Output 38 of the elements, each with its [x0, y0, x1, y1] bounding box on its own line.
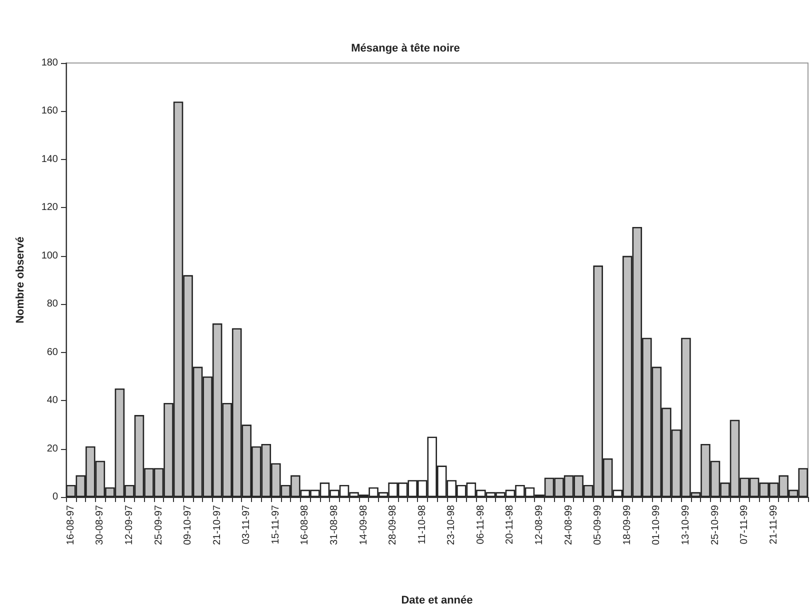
x-tick-label: 03-11-97 [241, 504, 252, 544]
x-tick-label: 06-11-98 [475, 504, 486, 544]
x-tick-label: 18-09-99 [622, 504, 633, 546]
x-tick-label: 23-10-98 [446, 504, 458, 546]
x-tick-label: 05-09-99 [592, 504, 604, 546]
x-axis-title: Date et année [401, 594, 473, 606]
x-tick-label: 31-08-98 [328, 504, 340, 546]
x-tick-label: 13-10-99 [680, 504, 692, 546]
y-tick-label: 0 [52, 492, 58, 502]
y-tick-label: 160 [41, 106, 58, 117]
x-tick-label: 16-08-98 [300, 504, 311, 546]
x-tick-label: 30-08-97 [94, 504, 106, 546]
x-tick-label: 28-09-98 [388, 504, 399, 546]
x-tick-label: 12-09-97 [124, 504, 135, 546]
x-tick-label: 09-10-97 [182, 504, 194, 546]
x-tick-label: 15-11-97 [270, 504, 282, 544]
y-tick-label: 80 [46, 298, 58, 310]
chart-title: Mésange à tête noire [351, 42, 460, 54]
x-tick-label: 21-10-97 [212, 504, 223, 546]
y-tick-label: 60 [46, 346, 58, 358]
y-tick-label: 40 [46, 395, 58, 406]
x-tick-label: 21-11-99 [768, 504, 780, 544]
y-tick-label: 120 [41, 202, 58, 214]
x-tick-label: 01-10-99 [651, 504, 662, 546]
x-tick-label: 12-08-99 [534, 504, 546, 546]
x-tick-label: 24-08-99 [563, 504, 574, 546]
x-tick-label: 14-09-98 [358, 504, 370, 546]
x-tick-label: 25-10-99 [710, 504, 721, 546]
x-tick-label: 16-08-97 [65, 504, 76, 546]
y-tick-label: 20 [46, 443, 58, 454]
y-tick-label: 140 [41, 154, 58, 165]
y-tick-label: 100 [41, 250, 58, 262]
y-tick-label: 180 [41, 58, 58, 68]
x-tick-label: 20-11-98 [504, 504, 516, 544]
x-tick-label: 11-10-98 [416, 504, 428, 544]
x-tick-label: 07-11-99 [739, 504, 750, 544]
y-axis-title: Nombre observé [14, 236, 26, 324]
x-tick-label: 25-09-97 [153, 504, 164, 546]
